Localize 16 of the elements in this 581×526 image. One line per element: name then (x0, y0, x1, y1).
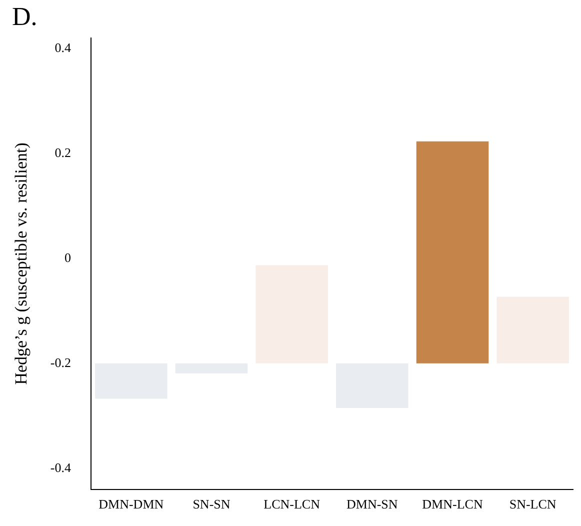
y-tick-label: -0.4 (50, 460, 72, 475)
bar (416, 141, 489, 364)
y-tick-label: -0.2 (50, 354, 71, 370)
y-tick-label: 0.2 (54, 144, 71, 160)
x-tick-label: LCN-LCN (264, 496, 321, 512)
y-tick-label: 0.4 (54, 40, 72, 55)
x-tick-label: DMN-DMN (98, 496, 164, 512)
x-tick-label: DMN-SN (346, 496, 398, 512)
x-tick-label: SN-SN (192, 496, 231, 512)
y-axis-title: Hedge’s g (susceptible vs. resilient) (12, 142, 31, 385)
y-tick-label: 0 (64, 250, 71, 265)
bar (496, 296, 569, 364)
chart-title: D. (12, 2, 38, 32)
x-tick-label: SN-LCN (509, 496, 557, 512)
x-tick-label: DMN-LCN (422, 496, 484, 512)
bar (256, 265, 328, 364)
